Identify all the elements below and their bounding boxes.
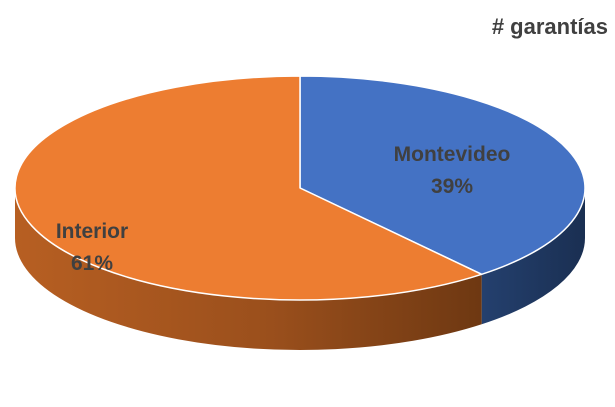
data-label-montevideo: Montevideo 39%	[394, 143, 511, 198]
pie-side-montevideo	[481, 188, 585, 325]
pie-slice-montevideo	[299, 75, 586, 276]
slice-label-montevideo: Montevideo	[394, 143, 511, 166]
chart-title: # garantías	[492, 14, 608, 39]
slice-percent-interior: 61%	[71, 252, 113, 275]
pie-slice-interior	[14, 75, 483, 301]
data-label-interior: Interior 61%	[56, 220, 128, 275]
pie-side-interior	[15, 188, 482, 350]
slice-label-interior: Interior	[56, 220, 128, 243]
slice-percent-montevideo: 39%	[431, 175, 473, 198]
